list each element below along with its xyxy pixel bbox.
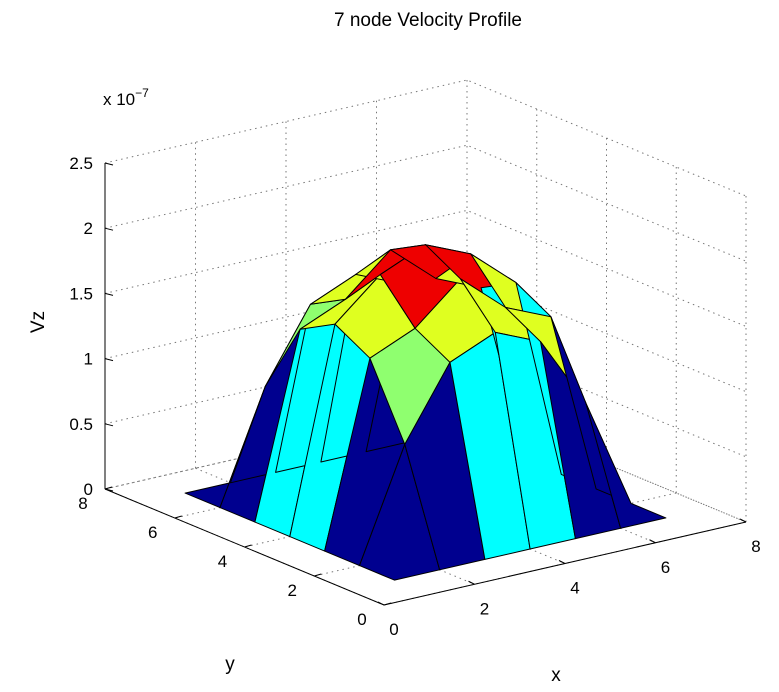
x-tick-label-1: 2 — [480, 599, 489, 618]
x-tick-mark-1 — [468, 580, 475, 585]
x-tick-label-2: 4 — [570, 579, 579, 598]
y-tick-label-1: 2 — [288, 581, 297, 600]
x-tick-mark-2 — [558, 560, 566, 564]
grid-z-3 — [104, 209, 747, 327]
x-tick-label-0: 0 — [389, 620, 398, 639]
y-tick-label-0: 0 — [357, 610, 366, 629]
z-tick-mark-4 — [104, 227, 114, 231]
y-tick-mark-0 — [383, 602, 392, 606]
z-tick-label-1: 0.5 — [69, 415, 93, 434]
y-tick-label-2: 4 — [218, 552, 227, 571]
z-tick-mark-0 — [104, 488, 114, 492]
z-tick-label-5: 2.5 — [69, 154, 93, 173]
z-tick-label-3: 1.5 — [69, 284, 93, 303]
y-tick-mark-1 — [314, 573, 322, 577]
y-axis-label: y — [225, 654, 235, 675]
surface-patch-0-5 — [585, 402, 667, 529]
y-tick-mark-3 — [174, 515, 182, 519]
x-tick-mark-3 — [649, 539, 656, 544]
x-axis-label: x — [551, 665, 561, 686]
grid-z-0 — [104, 405, 747, 523]
z-exponent-text: x 10−7 — [103, 86, 149, 109]
x-tick-mark-4 — [739, 518, 747, 523]
grid-z-5 — [104, 79, 747, 197]
z-exponent-power: −7 — [135, 86, 149, 100]
chart-title: 7 node Velocity Profile — [334, 10, 522, 31]
y-tick-mark-2 — [244, 544, 252, 548]
z-exponent-base: x 10 — [103, 90, 135, 109]
z-axis-label: Vz — [28, 311, 49, 333]
z-tick-mark-1 — [104, 423, 114, 427]
x-tick-label-3: 6 — [661, 558, 670, 577]
z-tick-mark-5 — [104, 162, 114, 166]
grid-z-1 — [104, 340, 747, 458]
z-tick-label-4: 2 — [84, 219, 93, 238]
grid-z-2 — [104, 275, 747, 393]
x-tick-label-4: 8 — [751, 537, 760, 556]
y-tick-label-3: 6 — [148, 523, 157, 542]
z-tick-mark-3 — [104, 292, 114, 296]
z-tick-mark-2 — [104, 358, 114, 362]
z-exponent-label: x 10−7 — [103, 86, 149, 109]
y-tick-mark-4 — [104, 486, 113, 490]
grid-z-4 — [104, 144, 747, 262]
y-tick-label-4: 8 — [78, 494, 87, 513]
surface-plot — [184, 244, 667, 581]
z-tick-label-0: 0 — [84, 480, 93, 499]
x-tick-mark-0 — [377, 601, 385, 606]
z-tick-label-2: 1 — [84, 350, 93, 369]
